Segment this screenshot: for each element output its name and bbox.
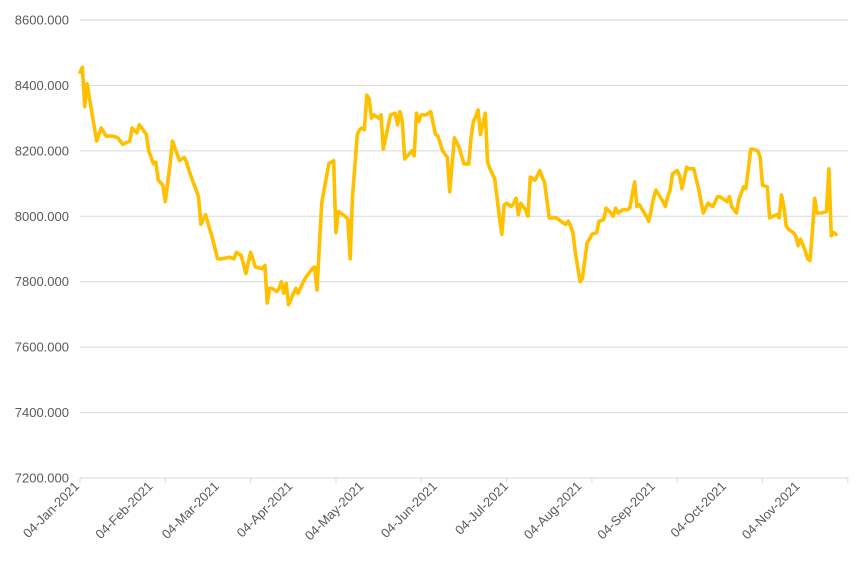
x-tick-label: 04-Oct-2021 <box>667 479 729 541</box>
y-axis-tick-labels: 7200.000 7400.000 7600.000 7800.000 8000.000… <box>15 13 69 486</box>
series-line <box>78 65 838 307</box>
x-tick-label: 04-Sep-2021 <box>594 479 658 543</box>
x-tick-label: 04-Feb-2021 <box>92 479 155 542</box>
y-tick-label: 8000.000 <box>15 209 69 224</box>
x-tick-label: 04-Apr-2021 <box>234 479 296 541</box>
y-tick-label: 8400.000 <box>15 78 69 93</box>
y-tick-label: 7800.000 <box>15 274 69 289</box>
y-tick-label: 8600.000 <box>15 13 69 28</box>
x-tick-label: 04-Aug-2021 <box>521 479 585 543</box>
x-tick-label: 04-Jul-2021 <box>452 479 511 538</box>
y-tick-label: 7200.000 <box>15 471 69 486</box>
x-tick-label: 04-Jan-2021 <box>20 479 82 541</box>
y-tick-label: 8200.000 <box>15 143 69 158</box>
x-tick-label: 04-Nov-2021 <box>739 479 803 543</box>
y-tick-label: 7600.000 <box>15 340 69 355</box>
x-axis: 04-Jan-2021 04-Feb-2021 04-Mar-2021 04-Apr-… <box>20 478 849 544</box>
x-tick-label: 04-Jun-2021 <box>378 479 440 541</box>
gridlines <box>80 19 848 479</box>
series-layer <box>78 65 838 307</box>
x-tick-label: 04-May-2021 <box>302 479 367 544</box>
x-tick-label: 04-Mar-2021 <box>159 479 222 542</box>
y-tick-label: 7400.000 <box>15 405 69 420</box>
